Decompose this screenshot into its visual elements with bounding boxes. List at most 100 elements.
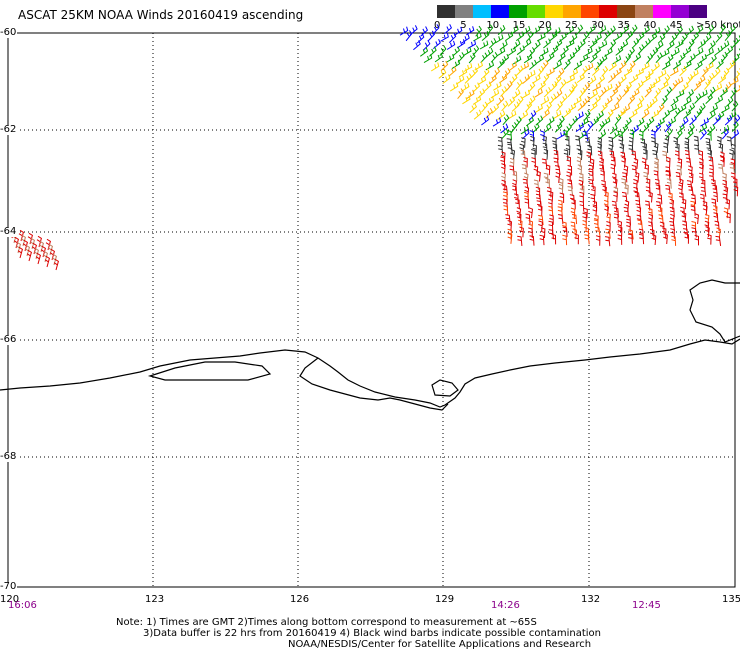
wind-barb (635, 199, 641, 211)
wind-barb (665, 156, 671, 168)
wind-barb (621, 24, 630, 35)
wind-barb (651, 27, 661, 37)
wind-barb (662, 150, 668, 162)
wind-barb (614, 114, 622, 126)
wind-barb (528, 220, 534, 231)
wind-barb (731, 121, 739, 132)
wind-barb (569, 33, 578, 44)
wind-barb (623, 67, 633, 77)
map-title: ASCAT 25KM NOAA Winds 20160419 ascending (18, 8, 304, 22)
wind-barb (479, 40, 489, 50)
wind-barb (465, 26, 475, 36)
wind-barb (721, 51, 728, 63)
wind-barb (497, 24, 506, 36)
wind-barb (674, 143, 680, 154)
wind-barbs (9, 23, 740, 271)
wind-barb (543, 38, 551, 49)
wind-barb (559, 79, 567, 90)
wind-barb (715, 235, 722, 246)
legend-swatch (563, 5, 581, 18)
wind-barb (570, 115, 579, 127)
wind-barb (539, 47, 549, 57)
wind-barb (513, 193, 519, 204)
wind-barb (700, 117, 709, 127)
wind-barb (583, 207, 588, 219)
wind-barb (554, 165, 561, 176)
wind-barb (699, 193, 705, 205)
wind-barb (597, 74, 606, 85)
wind-barb (541, 59, 549, 71)
wind-barb (515, 79, 523, 91)
wind-barb (515, 65, 524, 76)
wind-barb (588, 170, 594, 181)
wind-barb (516, 212, 522, 224)
wind-barb (524, 198, 530, 209)
wind-barb (630, 74, 639, 84)
wind-barb (643, 148, 648, 160)
wind-barb (653, 142, 659, 154)
wind-barb (474, 61, 483, 71)
wind-barb (38, 240, 44, 253)
wind-barb (730, 158, 735, 169)
wind-barb (570, 221, 576, 232)
wind-barb (718, 74, 727, 84)
wind-barb (594, 226, 601, 237)
wind-barb (733, 185, 739, 197)
wind-barb (567, 102, 577, 113)
coastline-bay (431, 379, 459, 397)
wind-barb (608, 61, 617, 72)
wind-barb (517, 235, 523, 246)
wind-barb (543, 87, 552, 98)
lon-label: 126 (290, 594, 310, 605)
wind-barb (619, 143, 625, 154)
wind-barb (461, 34, 470, 44)
plot-border (7, 32, 736, 588)
wind-barb (566, 156, 572, 167)
wind-barb (523, 53, 533, 64)
wind-barb (579, 54, 589, 63)
wind-barb (534, 104, 543, 114)
wind-barb (708, 156, 714, 167)
wind-barb (686, 25, 695, 36)
wind-barb (698, 103, 706, 114)
wind-barb (697, 75, 706, 86)
wind-barb (638, 233, 645, 245)
wind-barb (721, 40, 730, 51)
wind-barb (593, 46, 602, 57)
wind-barb (636, 117, 645, 128)
wind-barb (637, 219, 643, 230)
wind-barb (537, 80, 546, 91)
wind-barb (531, 25, 541, 35)
wind-barb (615, 45, 624, 56)
wind-barb (719, 151, 725, 163)
wind-barb (501, 172, 506, 184)
wind-barb (682, 220, 688, 231)
wind-barb (572, 45, 581, 56)
wind-barb (24, 244, 30, 257)
wind-barb (716, 136, 722, 147)
wind-barb (649, 228, 655, 240)
wind-barb (726, 136, 732, 147)
wind-barb (646, 82, 656, 91)
wind-barb (475, 25, 482, 37)
wind-barb (490, 52, 498, 63)
wind-barb (652, 76, 661, 86)
wind-barb (693, 144, 700, 155)
wind-barb (655, 201, 662, 212)
wind-barb (536, 170, 541, 182)
wind-barb (564, 135, 570, 146)
wind-barb (604, 205, 610, 217)
wind-barb (713, 83, 723, 93)
wind-barb (440, 60, 449, 72)
coastline (0, 279, 740, 411)
wind-barb (472, 45, 480, 56)
wind-barb (617, 226, 623, 237)
wind-barb (669, 33, 678, 44)
note-line-2: 3)Data buffer is 22 hrs from 20160419 4)… (143, 628, 601, 639)
wind-barb (552, 110, 562, 120)
wind-barb (526, 31, 534, 42)
wind-barb (508, 61, 517, 72)
wind-barb (464, 73, 473, 84)
wind-barb (576, 73, 585, 84)
wind-barb (693, 80, 702, 92)
